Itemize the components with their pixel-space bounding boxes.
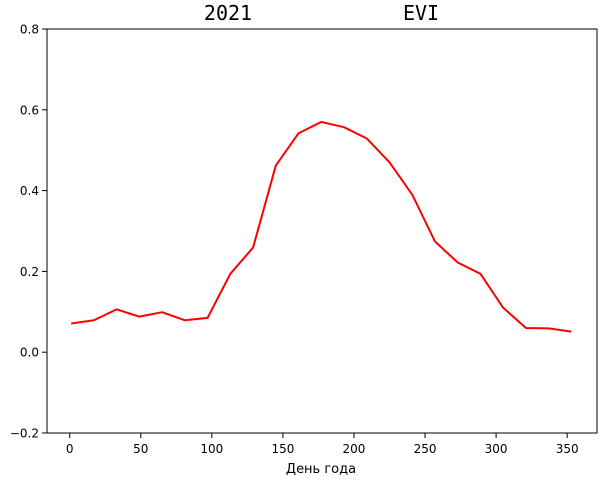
y-tick-label: 0.8 [20,23,39,37]
y-tick-label: 0.0 [20,346,39,360]
x-tick-label: 200 [343,442,366,456]
y-tick-label: 0.6 [20,103,39,117]
series-line-0 [71,120,572,333]
plot-frame [46,28,598,434]
chart-title-index: EVI [403,1,439,25]
x-tick-label: 0 [66,442,74,456]
x-axis-label: День года [286,462,356,477]
x-tick-label: 350 [556,442,579,456]
x-tick-label: 100 [200,442,223,456]
x-tick-label: 150 [271,442,294,456]
y-tick-label: −0.2 [10,427,39,441]
y-tick-label: 0.2 [20,265,39,279]
x-tick-label: 250 [414,442,437,456]
chart-title-year: 2021 [204,1,252,25]
x-tick-label: 50 [133,442,148,456]
x-tick-label: 300 [485,442,508,456]
y-tick-label: 0.4 [20,184,39,198]
plot-area: 0 50 100 150 200 250 300 350 −0.2 0.0 0.2 0.4 0.6 0.8 [10,23,598,456]
